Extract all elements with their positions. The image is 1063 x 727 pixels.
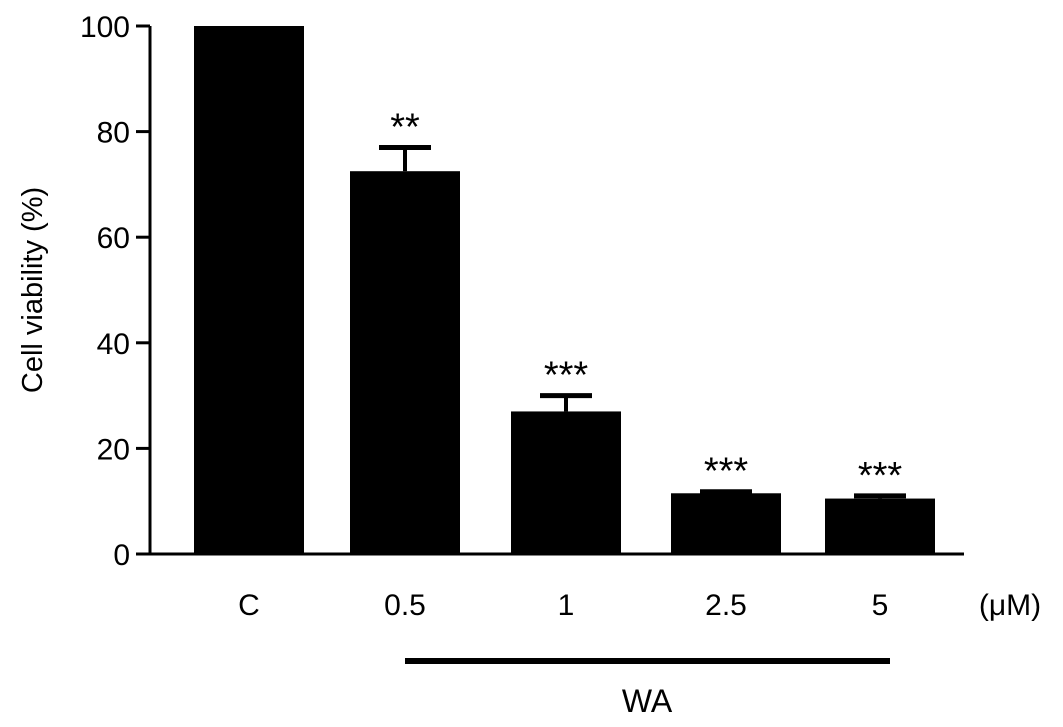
y-tick-label: 20: [97, 433, 130, 466]
x-tick-label: 1: [558, 589, 575, 622]
x-tick-label: 5: [872, 589, 889, 622]
y-ticks: 0 20 40 60 80 100: [80, 11, 150, 572]
bar-5: [825, 498, 935, 554]
y-tick-label: 40: [97, 328, 130, 361]
bar-1: [511, 411, 621, 554]
bars: ******** ***: [194, 26, 935, 554]
x-tick-label: 2.5: [705, 589, 747, 622]
bar-C: [194, 26, 304, 554]
significance-marker: ***: [704, 451, 749, 493]
y-tick-label: 80: [97, 117, 130, 150]
bar-0.5: [350, 171, 460, 554]
y-tick-label: 0: [113, 539, 130, 572]
significance-marker: ***: [858, 455, 903, 497]
wa-group-label: WA: [622, 683, 673, 719]
significance-marker: **: [390, 106, 420, 148]
x-tick-label: C: [238, 589, 260, 622]
y-axis-title: Cell viability (%): [17, 187, 49, 393]
x-unit-label: (μM): [979, 589, 1041, 622]
x-ticks: C 0.5 1 2.5 5: [238, 589, 888, 622]
bar-2.5: [671, 493, 781, 554]
significance-marker: ***: [544, 355, 589, 397]
y-tick-label: 100: [80, 11, 130, 44]
y-tick-label: 60: [97, 222, 130, 255]
x-tick-label: 0.5: [384, 589, 426, 622]
